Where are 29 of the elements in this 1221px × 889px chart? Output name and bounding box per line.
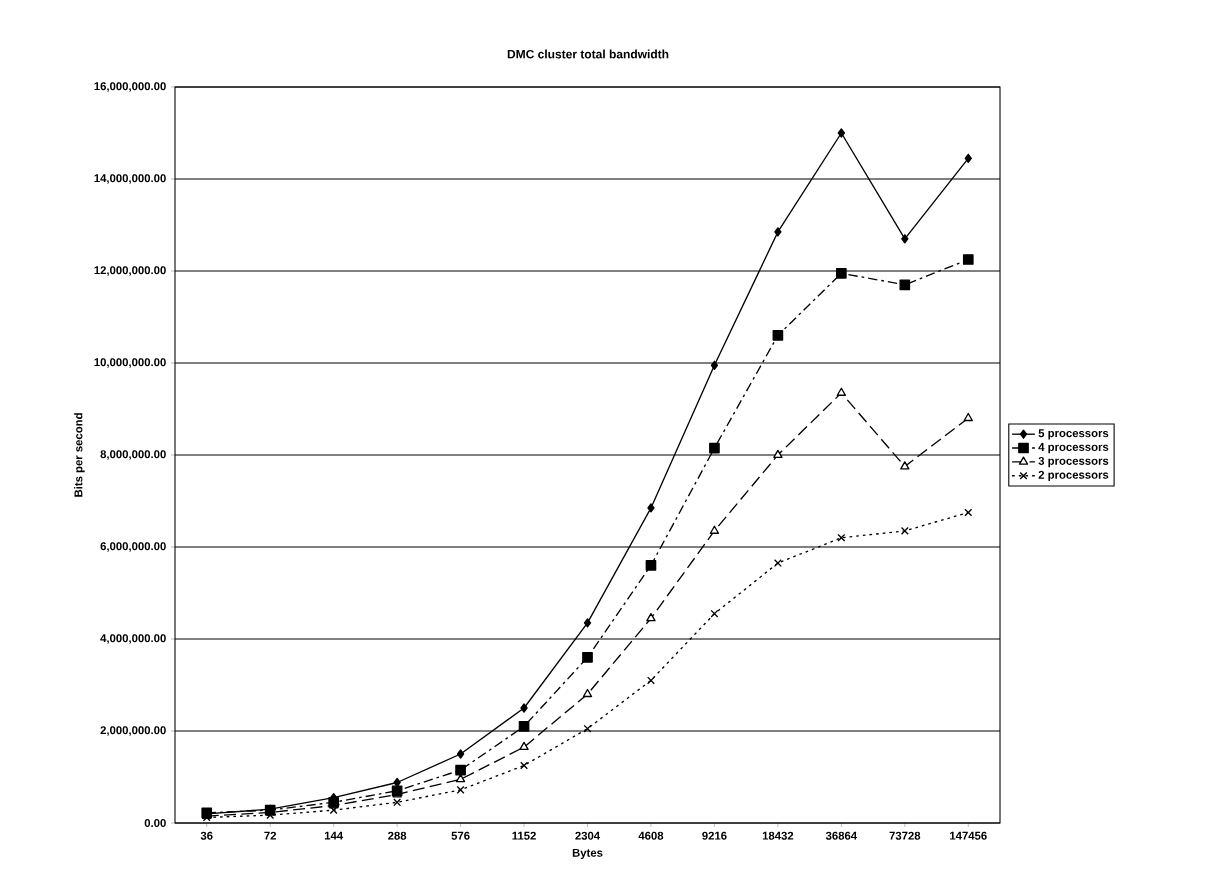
- y-axis-title: Bits per second: [74, 413, 85, 497]
- x-axis-title: Bytes: [572, 848, 603, 860]
- x-tick-label: 18432: [762, 831, 794, 840]
- x-tick-label: 36: [200, 831, 213, 840]
- y-tick-label: 4,000,000.00: [100, 634, 166, 644]
- y-tick-label: 10,000,000.00: [94, 358, 166, 368]
- x-tick-label: 9216: [702, 831, 727, 840]
- legend-label: 3 processors: [1038, 456, 1109, 468]
- legend-label: 4 processors: [1038, 443, 1109, 454]
- legend-label: 5 processors: [1038, 429, 1109, 440]
- x-tick-label: 1152: [512, 831, 536, 840]
- y-tick-label: 12,000,000.00: [94, 266, 166, 276]
- y-tick-label: 16,000,000.00: [94, 82, 166, 92]
- x-tick-label: 73728: [889, 831, 921, 840]
- x-tick-label: 4608: [638, 831, 664, 840]
- y-tick-label: 0.00: [144, 819, 166, 827]
- chart-title: DMC cluster total bandwidth: [507, 49, 669, 59]
- y-tick-label: 2,000,000.00: [100, 726, 166, 736]
- legend-label: 2 processors: [1038, 470, 1109, 482]
- x-tick-label: 288: [388, 831, 407, 840]
- x-tick-label: 144: [324, 831, 344, 840]
- y-tick-label: 8,000,000.00: [100, 450, 166, 460]
- x-tick-label: 147456: [950, 831, 987, 840]
- x-tick-label: 576: [451, 831, 470, 840]
- y-tick-label: 14,000,000.00: [94, 174, 166, 184]
- y-tick-label: 6,000,000.00: [100, 542, 166, 552]
- x-tick-label: 2304: [575, 831, 601, 840]
- x-tick-label: 36864: [825, 831, 858, 840]
- x-tick-label: 72: [264, 831, 277, 840]
